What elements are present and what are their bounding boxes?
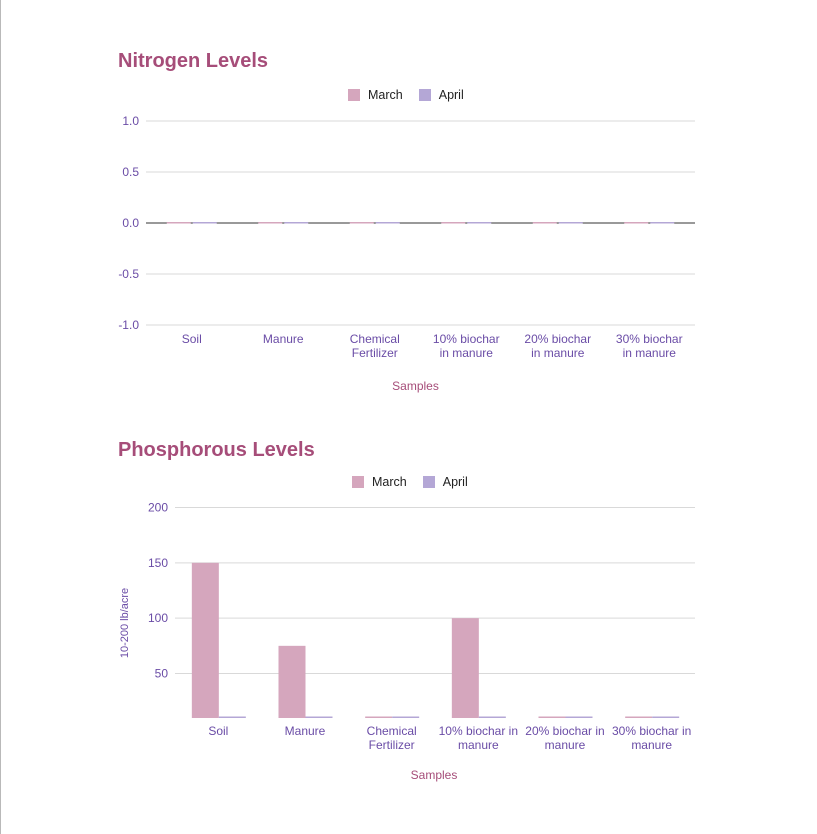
phosphorous-legend-april[interactable]: April (422, 475, 468, 489)
phosphorous-x-tick-label: Chemical Fertilizer (367, 724, 417, 752)
nitrogen-bar-april (558, 222, 583, 224)
phosphorous-bar-april (565, 716, 593, 718)
phosphorous-bar-april (305, 716, 333, 718)
nitrogen-bar-march (441, 222, 466, 224)
nitrogen-chart-title: Nitrogen Levels (118, 50, 269, 72)
phosphorous-bar-april (392, 716, 420, 718)
page-edge-line (0, 0, 1, 834)
nitrogen-bar-march (258, 222, 283, 224)
nitrogen-legend-march-label: March (368, 88, 403, 102)
phosphorous-bar-april (652, 716, 680, 718)
phosphorous-bar-march (365, 716, 393, 718)
nitrogen-y-tick-label: -1.0 (118, 318, 139, 332)
phosphorous-chart-title: Phosphorous Levels (118, 439, 315, 461)
phosphorous-bar-march (451, 618, 479, 718)
april-legend-swatch (418, 89, 431, 101)
phosphorous-x-tick-label: 20% biochar in manure (525, 724, 604, 752)
march-legend-swatch (348, 89, 360, 101)
nitrogen-bar-march (166, 222, 191, 224)
phosphorous-y-axis-title: 10-200 lb/acre (119, 588, 131, 658)
phosphorous-bar-march (191, 562, 219, 718)
nitrogen-x-tick-label: 20% biochar in manure (524, 332, 591, 360)
nitrogen-x-tick-label: Chemical Fertilizer (350, 332, 400, 360)
phosphorous-bar-march (538, 716, 566, 718)
phosphorous-bar-april (218, 716, 246, 718)
phosphorous-legend-april-label: April (442, 475, 468, 489)
nitrogen-x-tick-label: 10% biochar in manure (433, 332, 500, 360)
phosphorous-bar-april (478, 716, 506, 718)
nitrogen-x-tick-label: Manure (263, 332, 304, 346)
phosphorous-x-tick-label: 30% biochar in manure (612, 724, 691, 752)
nitrogen-x-axis-title: Samples (392, 379, 439, 393)
april-legend-swatch (422, 476, 435, 488)
phosphorous-x-tick-label: Manure (285, 724, 326, 738)
nitrogen-bar-april (467, 222, 492, 224)
phosphorous-y-tick-label: 200 (148, 501, 168, 515)
nitrogen-legend-april[interactable]: April (418, 88, 464, 102)
phosphorous-legend-march-label: March (372, 475, 407, 489)
phosphorous-legend: March April (352, 475, 484, 489)
nitrogen-bar-april (375, 222, 400, 224)
phosphorous-y-tick-label: 150 (148, 556, 168, 570)
nitrogen-bar-march (624, 222, 649, 224)
phosphorous-y-tick-label: 100 (148, 611, 168, 625)
march-legend-swatch (352, 476, 364, 488)
phosphorous-bar-march (625, 716, 653, 718)
nitrogen-y-tick-label: 0.5 (122, 165, 139, 179)
nitrogen-x-tick-label: 30% biochar in manure (616, 332, 683, 360)
nitrogen-legend: March April (348, 88, 480, 102)
nitrogen-bar-april (284, 222, 309, 224)
phosphorous-y-tick-label: 50 (155, 667, 169, 681)
phosphorous-legend-march[interactable]: March (352, 475, 407, 489)
nitrogen-y-tick-label: -0.5 (118, 267, 139, 281)
nitrogen-bar-april (192, 222, 217, 224)
phosphorous-x-tick-label: Soil (208, 724, 228, 738)
nitrogen-plot-area: 1.0 0.5 0.0 -0.5 -1.0 Soil Manure Chemical Ferti… (118, 114, 695, 393)
nitrogen-x-tick-label: Soil (182, 332, 202, 346)
phosphorous-bar-march (278, 645, 306, 718)
nitrogen-bar-march (532, 222, 557, 224)
nitrogen-y-tick-label: 1.0 (122, 114, 139, 128)
phosphorous-x-tick-label: 10% biochar in manure (439, 724, 518, 752)
phosphorous-x-axis-title: Samples (411, 768, 458, 782)
nitrogen-bar-april (650, 222, 675, 224)
nitrogen-bar-march (349, 222, 374, 224)
nitrogen-y-tick-label: 0.0 (122, 216, 139, 230)
nitrogen-legend-march[interactable]: March (348, 88, 403, 102)
nitrogen-legend-april-label: April (438, 88, 464, 102)
